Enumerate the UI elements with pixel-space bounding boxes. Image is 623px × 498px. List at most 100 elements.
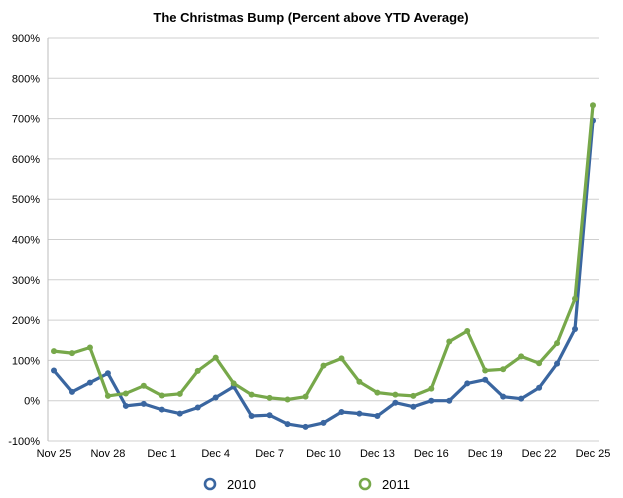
y-tick-label: 100%: [12, 355, 40, 367]
x-tick-label: Dec 22: [522, 448, 557, 460]
data-point: [68, 350, 75, 357]
series-group: [51, 102, 596, 430]
data-point: [500, 366, 507, 373]
x-tick-label: Dec 4: [201, 448, 230, 460]
data-point: [536, 384, 543, 391]
series-2011: [51, 102, 596, 403]
data-point: [51, 348, 57, 355]
data-point: [68, 388, 75, 395]
x-tick-label: Dec 25: [576, 448, 611, 460]
data-point: [338, 355, 345, 362]
data-point: [374, 389, 381, 396]
data-point: [248, 413, 255, 420]
data-point: [338, 408, 345, 415]
data-point: [482, 376, 489, 383]
data-point: [410, 403, 417, 410]
data-point: [266, 412, 273, 419]
data-point: [482, 367, 489, 374]
y-tick-label: 600%: [12, 154, 40, 166]
data-point: [302, 423, 309, 430]
data-point: [302, 393, 309, 400]
data-point: [554, 360, 561, 367]
x-tick-label: Dec 7: [255, 448, 284, 460]
x-axis-ticks: Nov 25 Nov 28 Dec 1 Dec 4 Dec 7 Dec 10 Dec 13 D…: [37, 448, 611, 460]
data-point: [410, 392, 417, 399]
data-point: [356, 378, 363, 385]
data-point: [536, 360, 543, 367]
data-point: [104, 392, 111, 399]
data-point: [356, 410, 363, 417]
y-tick-label: 500%: [12, 194, 40, 206]
y-axis-ticks: -100% 0% 100% 200% 300% 400% 500% 600% 700% 800% 9…: [8, 33, 40, 448]
x-tick-label: Dec 19: [468, 448, 503, 460]
data-point: [392, 399, 399, 406]
data-point: [320, 419, 327, 426]
data-point: [428, 397, 435, 404]
legend-marker-icon: [358, 477, 372, 491]
data-point: [320, 362, 327, 369]
y-tick-label: -100%: [8, 436, 40, 448]
x-tick-label: Dec 1: [147, 448, 176, 460]
data-point: [86, 379, 93, 386]
legend-label: 2010: [227, 477, 256, 492]
y-tick-label: 300%: [12, 275, 40, 287]
data-point: [572, 325, 579, 332]
y-tick-label: 400%: [12, 235, 40, 247]
data-point: [374, 413, 381, 420]
data-point: [284, 421, 291, 428]
grid: [47, 37, 599, 442]
y-tick-label: 0%: [24, 396, 40, 408]
data-point: [158, 392, 165, 399]
data-point: [266, 394, 273, 401]
series-line: [52, 118, 595, 429]
y-tick-label: 900%: [12, 33, 40, 45]
data-point: [446, 397, 453, 404]
data-point: [464, 327, 471, 334]
chart-title: The Christmas Bump (Percent above YTD Av…: [153, 10, 468, 25]
data-point: [392, 391, 399, 398]
data-point: [86, 344, 93, 351]
x-tick-label: Dec 13: [360, 448, 395, 460]
x-tick-label: Nov 28: [90, 448, 125, 460]
data-point: [518, 353, 525, 360]
data-point: [212, 394, 219, 401]
data-point: [140, 400, 147, 407]
data-point: [284, 396, 291, 403]
legend-item: 2010: [203, 477, 256, 492]
legend-item: 2011: [358, 477, 410, 492]
data-point: [140, 382, 147, 389]
x-tick-label: Dec 10: [306, 448, 341, 460]
y-tick-label: 800%: [12, 73, 40, 85]
data-point: [194, 404, 201, 411]
data-point: [122, 402, 129, 409]
series-2010: [51, 117, 596, 430]
legend: 2010 2011: [203, 477, 410, 492]
data-point: [51, 367, 57, 374]
data-point: [176, 390, 183, 397]
data-point: [446, 338, 453, 345]
data-point: [194, 367, 201, 374]
data-point: [500, 393, 507, 400]
data-point: [176, 410, 183, 417]
data-point: [104, 370, 111, 377]
legend-marker-icon: [203, 477, 217, 491]
data-point: [212, 354, 219, 361]
data-point: [554, 340, 561, 347]
data-point: [428, 385, 435, 392]
data-point: [590, 102, 596, 109]
y-tick-label: 200%: [12, 315, 40, 327]
data-point: [230, 380, 237, 387]
data-point: [464, 380, 471, 387]
data-point: [572, 295, 579, 302]
series-line: [52, 103, 595, 402]
y-tick-label: 700%: [12, 114, 40, 126]
data-point: [122, 390, 129, 397]
legend-label: 2011: [382, 477, 410, 492]
data-point: [248, 391, 255, 398]
x-tick-label: Dec 16: [414, 448, 449, 460]
x-tick-label: Nov 25: [37, 448, 72, 460]
data-point: [158, 406, 165, 413]
data-point: [518, 395, 525, 402]
